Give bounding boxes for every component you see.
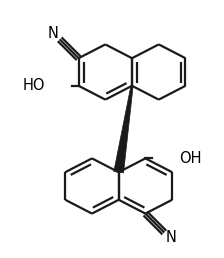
Text: N: N (166, 230, 177, 246)
Text: N: N (47, 26, 58, 41)
Polygon shape (114, 86, 133, 173)
Text: HO: HO (23, 78, 45, 93)
Text: OH: OH (179, 151, 201, 166)
